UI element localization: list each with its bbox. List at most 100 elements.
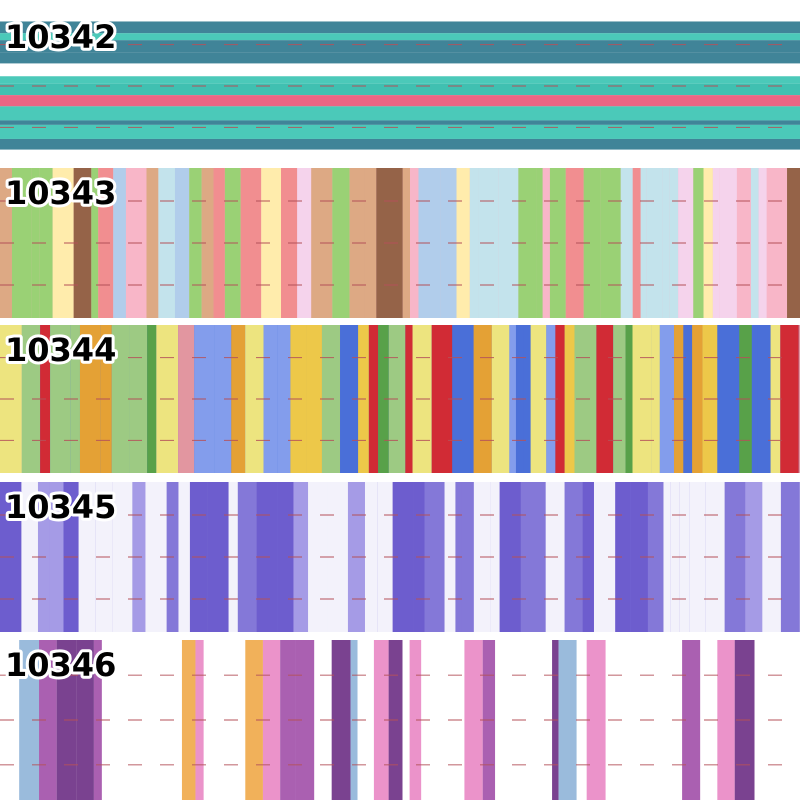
stripe — [364, 482, 378, 632]
stripe — [0, 95, 800, 107]
stripe — [793, 640, 800, 800]
stripe — [464, 640, 483, 800]
stripe — [245, 640, 263, 800]
stripe — [76, 640, 94, 800]
stripe — [662, 168, 670, 318]
stripe — [277, 325, 291, 473]
stripe — [112, 482, 133, 632]
stripe — [405, 325, 413, 473]
stripe — [0, 138, 800, 150]
stripe — [469, 168, 479, 318]
stripe — [649, 640, 663, 800]
stripe — [79, 325, 101, 473]
ribbon-label: 10342 — [5, 18, 116, 56]
stripe — [240, 168, 262, 318]
stripe — [431, 325, 453, 473]
stripe — [39, 640, 57, 800]
stripe — [181, 640, 196, 800]
stripe — [39, 168, 53, 318]
stripe — [0, 15, 800, 22]
stripe — [147, 325, 157, 473]
stripe — [438, 640, 445, 800]
ribbon-label: 10346 — [5, 646, 116, 684]
stripe — [780, 325, 799, 473]
stripe — [245, 325, 264, 473]
stripe — [461, 482, 474, 632]
stripe — [452, 325, 474, 473]
stripe — [52, 168, 74, 318]
stripe — [0, 76, 800, 84]
stripe — [91, 168, 99, 318]
stripe — [368, 325, 379, 473]
stripe — [402, 168, 411, 318]
stripe — [750, 168, 759, 318]
stripe — [787, 168, 800, 318]
stripe — [490, 482, 500, 632]
stripe — [207, 482, 229, 632]
stripe — [201, 168, 214, 318]
stripe — [518, 168, 537, 318]
stripe — [615, 482, 631, 632]
stripe — [0, 83, 800, 96]
stripe — [19, 640, 40, 800]
stripe — [378, 325, 389, 473]
stripe — [146, 168, 159, 318]
stripe — [295, 640, 315, 800]
stripe — [308, 482, 328, 632]
stripe — [0, 12, 800, 16]
stripe — [659, 325, 675, 473]
stripe — [21, 482, 38, 632]
stripe — [0, 106, 800, 121]
stripe — [564, 482, 583, 632]
stripe — [217, 640, 225, 800]
stripe — [340, 325, 359, 473]
ribbon — [0, 640, 800, 800]
stripe — [663, 482, 671, 632]
stripe — [630, 482, 648, 632]
stripe — [625, 325, 633, 473]
stripe — [113, 168, 126, 318]
stripe — [178, 482, 190, 632]
stripe — [724, 482, 746, 632]
stripe — [651, 325, 660, 473]
stripe — [456, 168, 470, 318]
stripe — [495, 640, 514, 800]
stripe — [402, 640, 410, 800]
stripe — [620, 168, 633, 318]
stripe — [491, 325, 510, 473]
stripe — [237, 482, 257, 632]
stripe — [262, 640, 281, 800]
ribbons — [0, 12, 800, 800]
stripe — [689, 482, 706, 632]
stripe — [424, 482, 445, 632]
stripe — [647, 482, 664, 632]
stripe — [364, 168, 377, 318]
stripe — [123, 640, 131, 800]
ribbon — [0, 482, 800, 632]
stripe — [0, 33, 800, 41]
stripe — [619, 640, 630, 800]
stripe — [49, 482, 64, 632]
stripe — [410, 168, 419, 318]
stripe — [145, 482, 167, 632]
ribbon — [0, 12, 800, 160]
stripe — [692, 325, 703, 473]
stripe — [263, 325, 278, 473]
stripe — [499, 482, 521, 632]
stripe — [632, 168, 641, 318]
stripe — [555, 325, 565, 473]
stripe — [73, 168, 92, 318]
stripe — [758, 168, 767, 318]
stripe — [213, 168, 225, 318]
stripe — [21, 325, 41, 473]
stripe — [231, 640, 246, 800]
stripe — [0, 149, 800, 160]
stripe — [261, 168, 282, 318]
stripe — [297, 168, 312, 318]
stripe — [203, 640, 218, 800]
stripe — [231, 325, 246, 473]
stripe — [798, 325, 800, 473]
ribbon-label: 10343 — [5, 174, 116, 212]
stripe — [780, 482, 800, 632]
